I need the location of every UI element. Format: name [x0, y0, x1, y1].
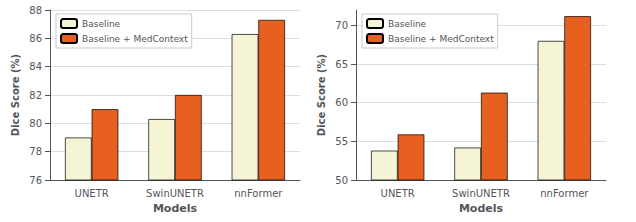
svg-text:50: 50 — [335, 175, 348, 186]
svg-text:UNETR: UNETR — [75, 188, 109, 199]
svg-text:88: 88 — [29, 5, 42, 16]
svg-text:65: 65 — [335, 59, 348, 70]
svg-text:86: 86 — [29, 33, 42, 44]
svg-text:Baseline: Baseline — [82, 19, 121, 29]
svg-text:Baseline + MedContext: Baseline + MedContext — [388, 34, 494, 44]
svg-text:Dice Score (%): Dice Score (%) — [10, 54, 21, 136]
svg-text:55: 55 — [335, 136, 348, 147]
svg-text:nnFormer: nnFormer — [540, 188, 589, 199]
svg-text:Baseline + MedContext: Baseline + MedContext — [82, 34, 188, 44]
svg-text:Dice Score (%): Dice Score (%) — [316, 54, 327, 136]
svg-text:76: 76 — [29, 175, 42, 186]
svg-text:Baseline: Baseline — [388, 19, 427, 29]
svg-text:nnFormer: nnFormer — [234, 188, 283, 199]
svg-text:Models: Models — [459, 202, 504, 215]
svg-text:80: 80 — [29, 118, 42, 129]
svg-text:SwinUNETR: SwinUNETR — [146, 188, 204, 199]
svg-text:84: 84 — [29, 61, 42, 72]
svg-text:UNETR: UNETR — [381, 188, 415, 199]
svg-text:Models: Models — [153, 202, 198, 215]
svg-text:60: 60 — [335, 97, 348, 108]
svg-text:70: 70 — [335, 20, 348, 31]
svg-text:78: 78 — [29, 146, 42, 157]
svg-text:82: 82 — [29, 90, 42, 101]
svg-text:SwinUNETR: SwinUNETR — [452, 188, 510, 199]
